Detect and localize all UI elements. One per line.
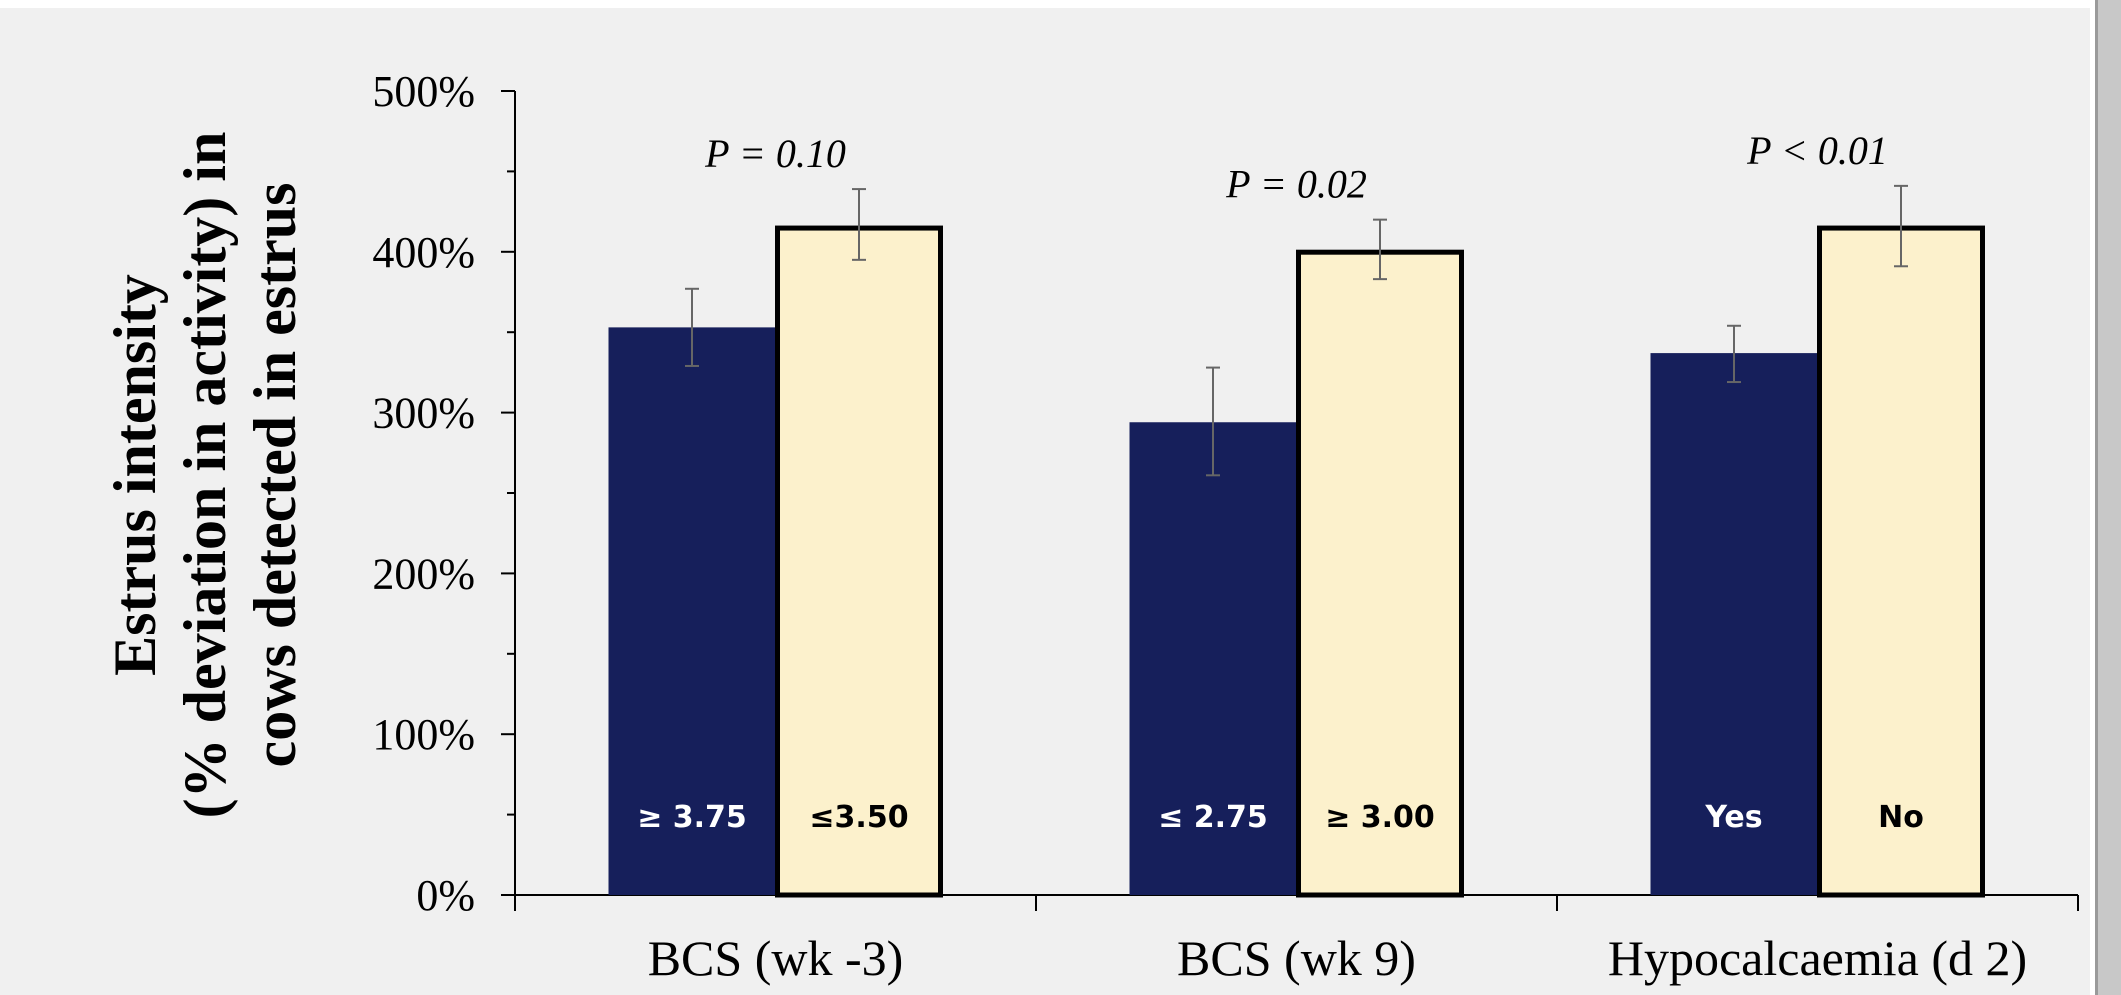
x-category-label: BCS (wk -3) [648, 930, 904, 986]
y-axis-ticks: 0% 100% 200% 300% 400% 500% [372, 67, 515, 920]
y-tick-label: 500% [372, 67, 475, 116]
bar-group: ≤ 2.75 ≥ 3.00 P = 0.02 [1129, 162, 1464, 898]
y-tick-label: 0% [416, 871, 475, 920]
bar [1650, 353, 1818, 895]
bar [1817, 225, 1985, 898]
p-value-label: P < 0.01 [1746, 128, 1888, 173]
bar [1296, 249, 1464, 898]
y-tick-label: 400% [372, 228, 475, 277]
y-axis-label-line-3: cows detected in estrus [242, 183, 308, 768]
bar-group: Yes No P < 0.01 [1650, 128, 1985, 898]
p-value-label: P = 0.10 [704, 131, 846, 176]
bar-groups: ≥ 3.75 ≤3.50 P = 0.10 ≤ 2.75 ≥ 3.00 P = 0.02 Y… [608, 128, 1985, 898]
bar [608, 327, 776, 896]
p-value-label: P = 0.02 [1225, 162, 1367, 207]
bar-level-label: ≤3.50 [809, 800, 908, 835]
bar [775, 225, 943, 898]
x-axis-categories: BCS (wk -3) BCS (wk 9) Hypocalcaemia (d 2) [648, 930, 2027, 986]
y-tick-label: 100% [372, 710, 475, 759]
y-tick-label: 300% [372, 389, 475, 438]
x-category-label: BCS (wk 9) [1177, 930, 1416, 986]
bar-level-label: ≥ 3.75 [637, 800, 747, 835]
bar-level-label: Yes [1704, 800, 1762, 835]
x-category-label: Hypocalcaemia (d 2) [1608, 930, 2027, 986]
y-tick-label: 200% [372, 549, 475, 598]
bar-level-label: ≥ 3.00 [1325, 800, 1435, 835]
y-axis-label: Estrus intensity (% deviation in activit… [102, 132, 308, 819]
bar-level-label: No [1878, 800, 1924, 835]
bar-level-label: ≤ 2.75 [1158, 800, 1268, 835]
bar [1129, 422, 1297, 895]
vertical-scrollbar[interactable] [2095, 0, 2121, 995]
bar-group: ≥ 3.75 ≤3.50 P = 0.10 [608, 131, 943, 898]
y-axis-label-line-1: Estrus intensity [102, 274, 168, 676]
y-axis-label-line-2: (% deviation in activity) in [172, 132, 238, 819]
